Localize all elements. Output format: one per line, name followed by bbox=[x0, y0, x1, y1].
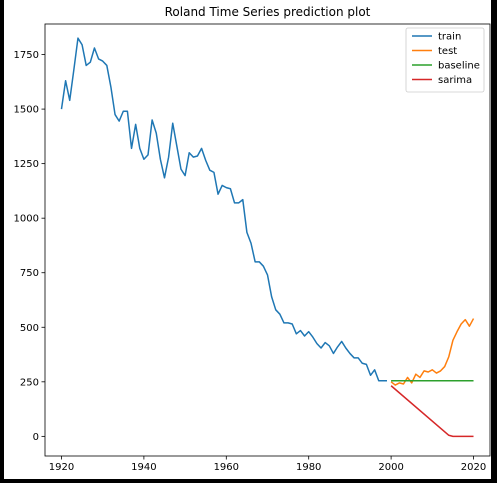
y-tick-label: 1500 bbox=[14, 105, 39, 116]
y-tick-label: 1750 bbox=[14, 50, 39, 61]
y-tick-label: 0 bbox=[33, 432, 39, 443]
legend-label-sarima: sarima bbox=[438, 75, 472, 86]
series-line-sarima bbox=[390, 385, 474, 438]
x-tick-label: 1940 bbox=[131, 462, 156, 473]
y-tick-label: 500 bbox=[20, 323, 39, 334]
legend-box bbox=[405, 27, 485, 93]
axes-border bbox=[44, 23, 491, 457]
line-chart: Roland Time Series prediction plot 1920 1… bbox=[14, 5, 491, 473]
x-tick-label: 2000 bbox=[378, 462, 403, 473]
figure: Roland Time Series prediction plot 1920 1… bbox=[4, 0, 491, 479]
y-tick-label: 1250 bbox=[14, 159, 39, 170]
legend-label-test: test bbox=[438, 46, 457, 57]
y-tick-label: 250 bbox=[20, 377, 39, 388]
axes-frame bbox=[44, 23, 491, 457]
series-line-train bbox=[60, 37, 387, 382]
y-tick-label: 750 bbox=[20, 268, 39, 279]
chart-title: Roland Time Series prediction plot bbox=[165, 5, 371, 19]
x-tick-label: 1960 bbox=[214, 462, 239, 473]
legend: train test baseline sarima bbox=[405, 27, 485, 93]
x-tick-label: 2020 bbox=[461, 462, 486, 473]
y-tick-label: 1000 bbox=[14, 214, 39, 225]
plot-area bbox=[60, 37, 475, 438]
series-line-test bbox=[390, 318, 475, 386]
y-axis: 0 250 500 750 1000 1250 1500 1750 bbox=[14, 50, 45, 443]
legend-label-baseline: baseline bbox=[438, 61, 480, 72]
x-tick-label: 1980 bbox=[296, 462, 321, 473]
legend-label-train: train bbox=[438, 32, 461, 43]
x-axis: 1920 1940 1960 1980 2000 2020 bbox=[49, 456, 486, 473]
x-tick-label: 1920 bbox=[49, 462, 74, 473]
